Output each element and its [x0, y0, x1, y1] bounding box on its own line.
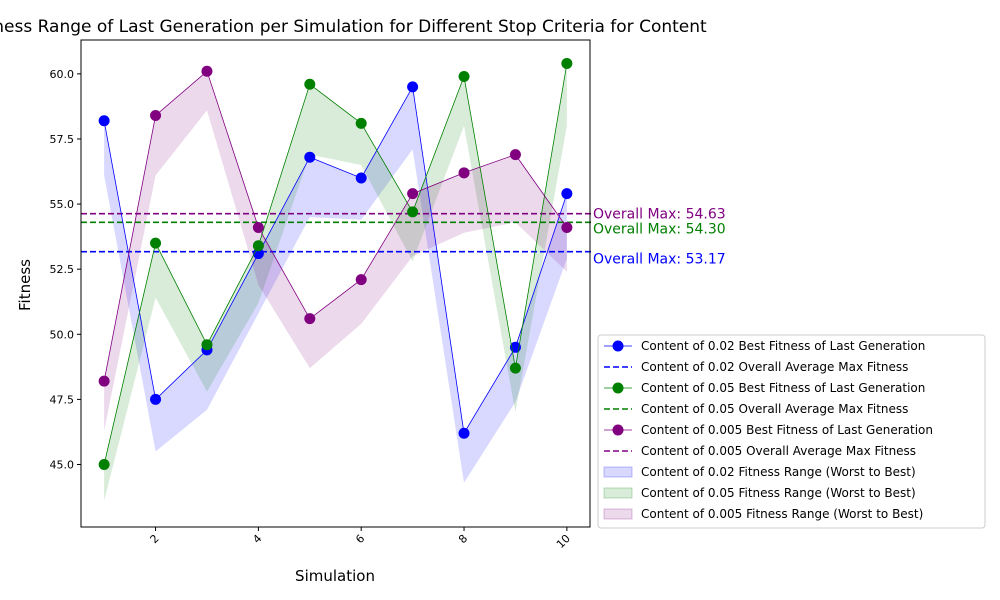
y-axis-ticks: 45.0 47.5 50.0 52.5 55.0 57.5 60.0 [50, 68, 81, 471]
data-point-0-5 [355, 172, 367, 184]
legend-label: Content of 0.02 Overall Average Max Fitn… [641, 360, 908, 374]
legend: Content of 0.02 Best Fitness of Last Gen… [597, 334, 986, 529]
legend-entry-2: Content of 0.05 Best Fitness of Last Gen… [604, 381, 925, 395]
y-axis-label: Fitness [16, 259, 34, 311]
fitness-range-band-0 [104, 86, 567, 483]
series-line-0 [103, 85, 568, 435]
y-tick-label-1: 47.5 [50, 393, 75, 406]
y-tick-label-0: 45.0 [50, 458, 75, 471]
data-point-2-7 [458, 167, 470, 179]
legend-entry-7: Content of 0.05 Fitness Range (Worst to … [603, 486, 916, 500]
legend-patch-swatch [603, 508, 633, 520]
legend-entry-5: Content of 0.005 Overall Average Max Fit… [604, 444, 916, 458]
data-point-0-1 [150, 393, 162, 405]
legend-entry-3: Content of 0.05 Overall Average Max Fitn… [604, 402, 908, 416]
legend-patch-swatch [603, 487, 633, 499]
data-point-1-6 [407, 206, 419, 218]
data-point-1-8 [509, 362, 521, 374]
legend-label: Content of 0.05 Overall Average Max Fitn… [641, 402, 908, 416]
x-tick-label-2: 6 [353, 532, 367, 546]
data-point-0-9 [561, 188, 573, 200]
y-tick-label-6: 60.0 [50, 68, 75, 81]
data-point-1-2 [201, 339, 213, 351]
data-point-1-7 [458, 70, 470, 82]
legend-entry-6: Content of 0.02 Fitness Range (Worst to … [603, 465, 916, 479]
fitness-range-bands [104, 63, 567, 502]
data-point-1-1 [150, 237, 162, 249]
chart-title-text: Fitness Range of Last Generation per Sim… [0, 17, 707, 37]
legend-entry-1: Content of 0.02 Overall Average Max Fitn… [604, 360, 908, 374]
legend-label: Content of 0.005 Overall Average Max Fit… [641, 444, 916, 458]
fitness-range-band-1 [104, 63, 567, 502]
data-point-2-4 [304, 313, 316, 325]
legend-marker-swatch [612, 382, 624, 394]
series-line-2 [103, 70, 568, 382]
x-tick-label-4: 10 [554, 532, 573, 551]
legend-label: Content of 0.005 Best Fitness of Last Ge… [641, 423, 933, 437]
data-point-0-4 [304, 151, 316, 163]
data-point-2-8 [509, 149, 521, 161]
x-axis-ticks: 2 4 6 8 10 [148, 527, 573, 551]
legend-marker-swatch [612, 424, 624, 436]
data-point-1-9 [561, 57, 573, 69]
x-tick-label-0: 2 [148, 532, 162, 546]
legend-label: Content of 0.02 Best Fitness of Last Gen… [641, 339, 925, 353]
data-point-1-4 [304, 78, 316, 90]
overall-max-annotation-2: Overall Max: 54.63 [593, 207, 726, 223]
legend-entry-8: Content of 0.005 Fitness Range (Worst to… [603, 507, 923, 521]
data-point-0-6 [407, 81, 419, 93]
data-point-2-3 [252, 222, 264, 234]
x-axis-label: Simulation [295, 567, 375, 585]
data-point-2-9 [561, 222, 573, 234]
data-point-1-5 [355, 117, 367, 129]
series-lines [98, 57, 573, 470]
data-point-0-0 [98, 115, 110, 127]
series-line-1 [103, 63, 568, 465]
legend-label: Content of 0.05 Best Fitness of Last Gen… [641, 381, 925, 395]
data-point-1-0 [98, 458, 110, 470]
y-tick-label-5: 57.5 [50, 133, 75, 146]
legend-marker-swatch [612, 340, 624, 352]
chart-title: Fitness Range of Last Generation per Sim… [0, 17, 707, 37]
plot-frame [80, 39, 591, 528]
data-point-2-6 [407, 188, 419, 200]
y-tick-label-2: 50.0 [50, 328, 75, 341]
y-tick-label-3: 52.5 [50, 263, 75, 276]
legend-entry-0: Content of 0.02 Best Fitness of Last Gen… [604, 339, 925, 353]
data-point-1-3 [252, 240, 264, 252]
legend-label: Content of 0.02 Fitness Range (Worst to … [641, 465, 916, 479]
legend-label: Content of 0.005 Fitness Range (Worst to… [641, 507, 923, 521]
average-lines [81, 212, 594, 253]
x-tick-label-3: 8 [456, 532, 470, 546]
legend-label: Content of 0.05 Fitness Range (Worst to … [641, 486, 916, 500]
overall-max-annotation-0: Overall Max: 53.17 [593, 252, 726, 268]
legend-entry-4: Content of 0.005 Best Fitness of Last Ge… [604, 423, 933, 437]
overall-max-annotation-1: Overall Max: 54.30 [593, 222, 726, 238]
y-tick-label-4: 55.0 [50, 198, 75, 211]
data-point-2-1 [150, 110, 162, 122]
legend-box [597, 334, 986, 529]
data-point-2-5 [355, 274, 367, 286]
x-tick-label-1: 4 [250, 532, 264, 546]
legend-patch-swatch [603, 466, 633, 478]
data-point-2-0 [98, 375, 110, 387]
data-point-0-7 [458, 427, 470, 439]
data-point-2-2 [201, 65, 213, 77]
